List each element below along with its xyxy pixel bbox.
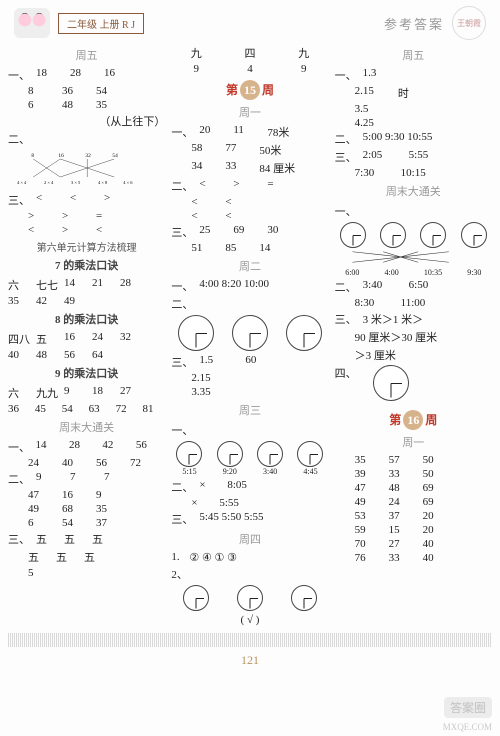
day-friday-3: 周五: [335, 47, 492, 63]
svg-text:3 × 5: 3 × 5: [71, 180, 81, 185]
page-number: 121: [0, 653, 500, 668]
rule9-title: 9 的乘法口诀: [8, 365, 165, 381]
day-tue-2: 周二: [171, 258, 328, 274]
column-3: 周五 一、 1.3 2.15 时 3.5 4.25 二、 5:00 9:30 1…: [335, 44, 492, 627]
day-friday: 周五: [8, 47, 165, 63]
watermark: 答案圈: [444, 697, 492, 718]
svg-text:4 × 6: 4 × 6: [123, 180, 133, 185]
column-1: 周五 一、 18 28 16 8 36 54 6 48 35 （从上往下） 二、…: [8, 44, 165, 627]
rule8-title: 8 的乘法口诀: [8, 311, 165, 327]
clock-icon: [257, 441, 283, 467]
wed-clock-row: 5:15 9:20 3:40 4:45: [171, 441, 328, 476]
tue-clock-row: [171, 315, 328, 351]
clock-icon: [286, 315, 322, 351]
column-2: 九 四 九 9 4 9 第15周 周一 一、 20 11 78米 58 77 5…: [171, 44, 328, 627]
q2-prefix: 二、: [8, 131, 32, 147]
day-mon-3: 周一: [335, 434, 492, 450]
grade-label: 二年级 上册 R J: [58, 13, 144, 34]
cross-match-diagram: 8 16 32 54 4 × 4 2 × 4 3 × 5 4 × 8 4 × 6: [8, 150, 143, 186]
week-15-badge: 第15周: [171, 80, 328, 100]
svg-text:54: 54: [112, 153, 118, 159]
day-thu-2: 周四: [171, 531, 328, 547]
day-wed-2: 周三: [171, 402, 328, 418]
week-16-badge: 第16周: [335, 410, 492, 430]
svg-text:4 × 8: 4 × 8: [98, 180, 108, 185]
q3-prefix: 三、: [8, 192, 32, 208]
weekend-title-3: 周末大通关: [335, 183, 492, 199]
clock-icon: [340, 222, 366, 248]
rule7-title: 7 的乘法口诀: [8, 257, 165, 273]
clock-icon: [373, 365, 409, 401]
svg-text:32: 32: [85, 153, 91, 159]
clock-icon: [291, 585, 317, 611]
clock-icon: [183, 585, 209, 611]
q1-prefix: 一、: [8, 67, 32, 83]
author-badge: 王朝霞: [452, 6, 486, 40]
watermark-url: MXQE.COM: [443, 722, 492, 732]
thu-clock-row: [171, 585, 328, 611]
svg-text:16: 16: [58, 153, 64, 159]
clock-icon: [232, 315, 268, 351]
clock-icon: [217, 441, 243, 467]
clock-icon: [420, 222, 446, 248]
clock-icon: [237, 585, 263, 611]
cross-lines: [335, 250, 466, 264]
children-logo: [14, 8, 50, 38]
q1-note: （从上往下）: [99, 113, 165, 129]
clock-icon: [461, 222, 487, 248]
footer-pattern: [8, 633, 492, 647]
answer-title: 参考答案: [384, 14, 444, 33]
unit6-title: 第六单元计算方法梳理: [8, 239, 165, 254]
clock-icon: [178, 315, 214, 351]
clock-icon: [176, 441, 202, 467]
clock-icon: [297, 441, 323, 467]
weekend-clock-row: [335, 222, 492, 248]
svg-text:4 × 4: 4 × 4: [17, 180, 27, 185]
day-mon-2: 周一: [171, 104, 328, 120]
clock-icon: [380, 222, 406, 248]
svg-text:2 × 4: 2 × 4: [44, 180, 54, 185]
weekend-title-1: 周末大通关: [8, 419, 165, 435]
svg-text:8: 8: [31, 153, 34, 159]
